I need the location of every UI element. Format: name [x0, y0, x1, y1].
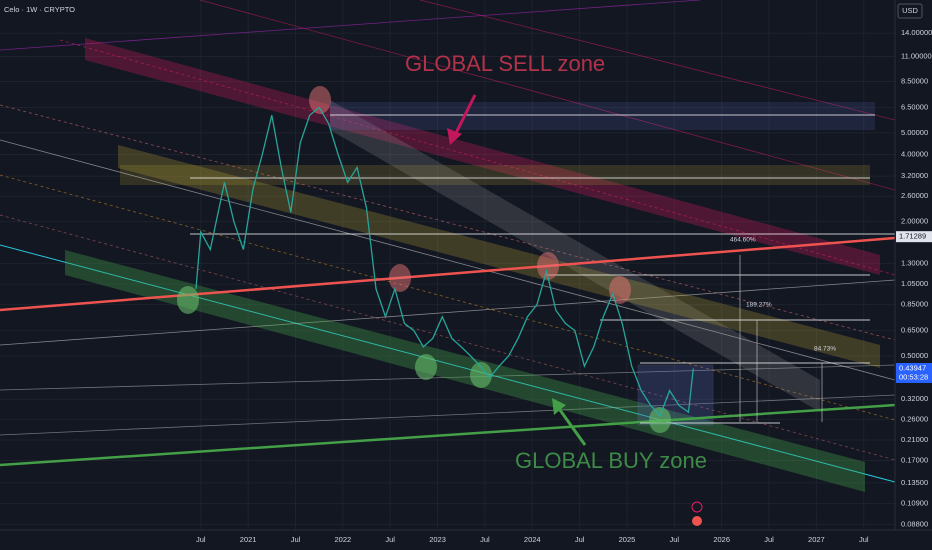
y-tick-label: 2.00000 [901, 217, 928, 226]
countdown-label: 00:53:28 [899, 372, 928, 381]
x-tick-label: Jul [196, 535, 206, 544]
x-tick-label: 2024 [524, 535, 541, 544]
y-tick-label: 1.30000 [901, 258, 928, 267]
y-tick-label: 5.00000 [901, 128, 928, 137]
x-tick-label: 2023 [429, 535, 446, 544]
x-tick-label: Jul [670, 535, 680, 544]
currency: USD [902, 6, 918, 15]
x-tick-label: Jul [480, 535, 490, 544]
y-tick-label: 14.00000 [901, 28, 932, 37]
price-label-box [896, 231, 932, 243]
y-tick-label: 1.05000 [901, 279, 928, 288]
x-tick-label: 2025 [619, 535, 636, 544]
price-line [195, 106, 694, 417]
y-tick-label: 8.50000 [901, 76, 928, 85]
measurement-label: 84.73% [814, 346, 836, 353]
currency-box [897, 3, 923, 19]
measurement-label: 464.60% [730, 237, 756, 244]
x-tick-label: Jul [764, 535, 774, 544]
y-tick-label: 0.10900 [901, 499, 928, 508]
y-tick-label: 0.50000 [901, 351, 928, 360]
sell-zone-label: GLOBAL SELL zone [405, 51, 605, 76]
x-tick-label: 2026 [713, 535, 730, 544]
y-tick-label: 6.50000 [901, 102, 928, 111]
y-tick-label: 0.65000 [901, 326, 928, 335]
y-tick-label: 0.32000 [901, 394, 928, 403]
x-tick-label: 2027 [808, 535, 825, 544]
drawings [0, 0, 932, 531]
y-tick-label: 3.20000 [901, 171, 928, 180]
x-tick-label: Jul [291, 535, 301, 544]
y-tick-label: 2.60000 [901, 191, 928, 200]
symbol-title: Celo · 1W · CRYPTO [4, 5, 75, 14]
x-tick-label: 2021 [240, 535, 257, 544]
x-tick-label: Jul [575, 535, 585, 544]
grid [0, 0, 895, 530]
event-icons [691, 501, 703, 526]
x-tick-label: Jul [385, 535, 395, 544]
y-tick-label: 0.13500 [901, 478, 928, 487]
y-tick-label: 0.26000 [901, 414, 928, 423]
y-tick-label: 0.08800 [901, 519, 928, 528]
y-tick-label: 0.21000 [901, 435, 928, 444]
price-label: 1.71289 [899, 232, 926, 241]
y-tick-label: 0.17000 [901, 456, 928, 465]
y-tick-label: 4.00000 [901, 149, 928, 158]
price-label-box [896, 362, 932, 383]
x-tick-label: Jul [859, 535, 869, 544]
y-tick-label: 0.85000 [901, 300, 928, 309]
measurement-label: 189.27% [746, 302, 772, 309]
x-tick-label: 2022 [335, 535, 352, 544]
y-tick-label: 11.00000 [901, 51, 932, 60]
price-label: 0.43947 [899, 363, 926, 372]
buy-zone-label: GLOBAL BUY zone [515, 448, 707, 473]
